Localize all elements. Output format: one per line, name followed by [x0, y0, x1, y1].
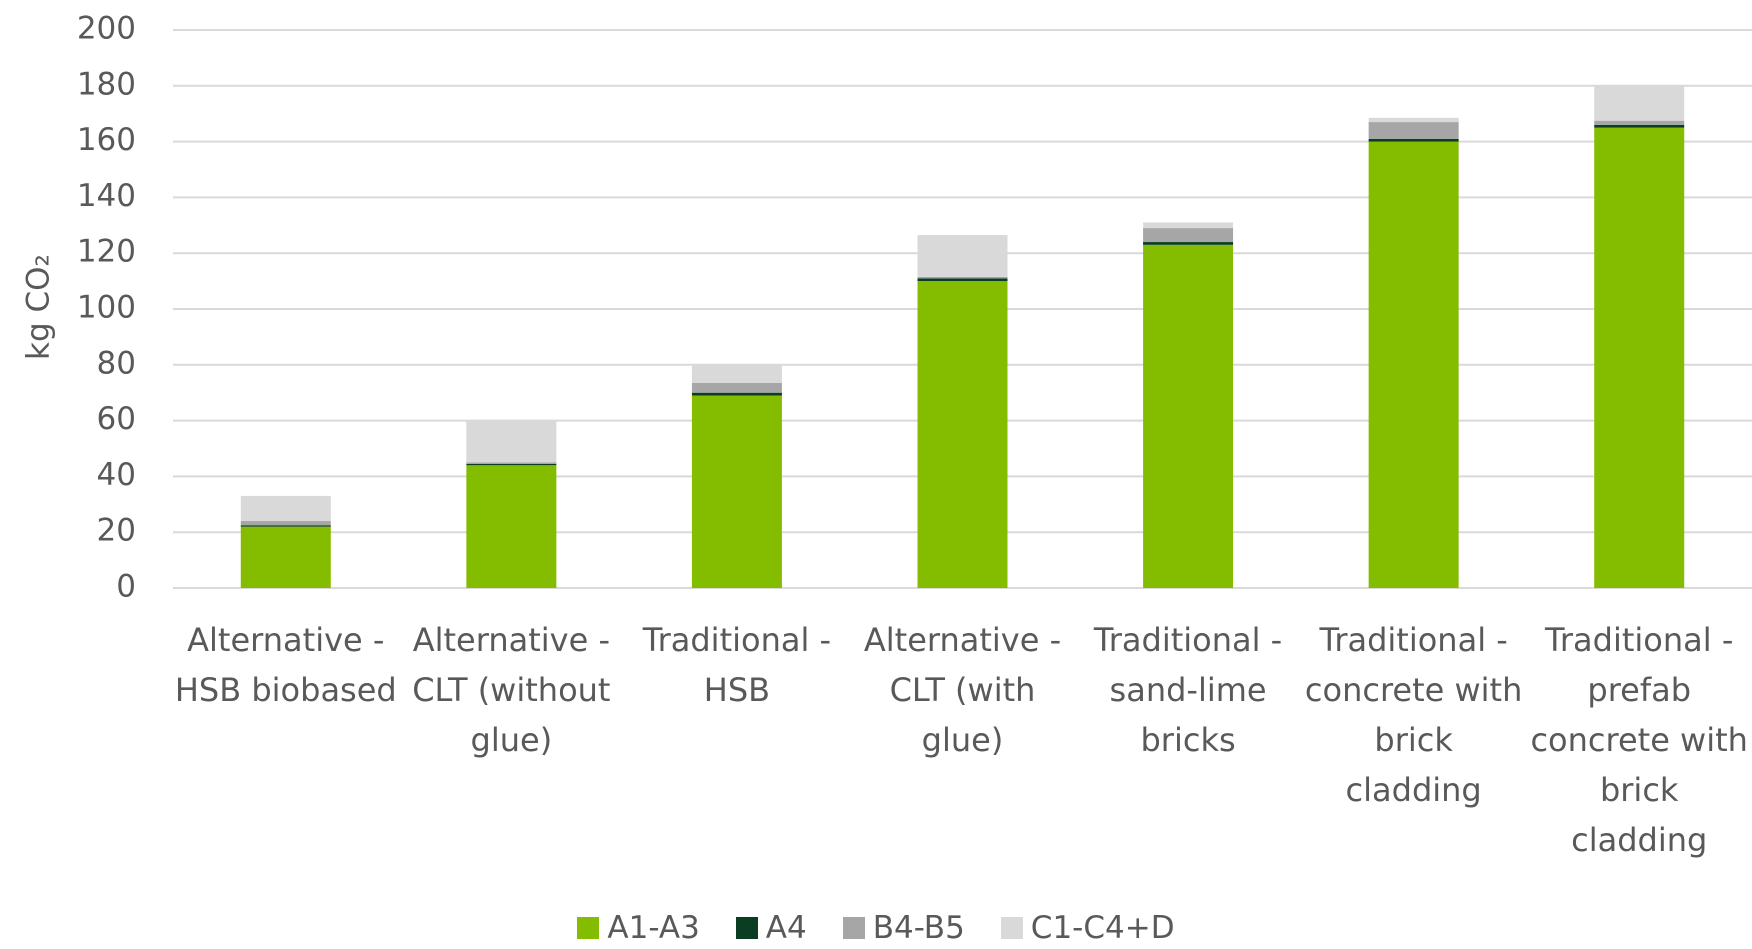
bar-segment [917, 235, 1008, 277]
bar-segment [1143, 242, 1234, 245]
bar-segment [240, 521, 331, 526]
y-tick-label: 80 [97, 345, 136, 381]
y-tick-label: 20 [97, 513, 136, 549]
y-tick-label: 160 [77, 122, 136, 158]
bar-segment [240, 526, 331, 588]
bar-segment [1594, 120, 1685, 125]
bar-segment [466, 462, 557, 464]
y-tick-label: 140 [77, 178, 136, 214]
legend-label: C1-C4+D [1030, 910, 1175, 946]
bar-segment [691, 382, 782, 393]
bar-segment [691, 395, 782, 588]
x-tick-label: Traditional - concrete with brick claddi… [1304, 621, 1523, 809]
bar-segment [917, 281, 1008, 588]
x-tick-label: Alternative - CLT (with glue) [863, 621, 1062, 759]
x-tick-label: Alternative - HSB biobased [174, 621, 397, 709]
legend-swatch [842, 917, 865, 939]
x-tick-label: Traditional - HSB [642, 621, 832, 709]
bar-segment [917, 276, 1008, 279]
bar-segment [466, 420, 557, 463]
bar-segment [1368, 141, 1459, 588]
bar-segment [691, 392, 782, 396]
bar-segment [1143, 244, 1234, 588]
y-tick-label: 0 [116, 569, 136, 605]
legend-label: A4 [765, 910, 807, 946]
legend: A1-A3 A4 B4-B5 C1-C4+D [0, 910, 1752, 946]
y-tick-label: 100 [77, 290, 136, 326]
legend-swatch [735, 917, 758, 939]
y-axis-label: kg CO₂ [21, 254, 57, 360]
bar-segment [466, 463, 557, 466]
bar-segment [466, 465, 557, 588]
y-tick-label: 120 [77, 234, 136, 270]
legend-swatch [577, 917, 600, 939]
legend-label: A1-A3 [607, 910, 700, 946]
y-tick-label: 60 [97, 401, 136, 437]
x-tick-label: Traditional - prefab concrete with brick… [1530, 621, 1748, 859]
y-tick-label: 200 [77, 11, 136, 47]
y-tick-label: 40 [97, 457, 136, 493]
legend-item: A4 [735, 910, 807, 946]
bar-segment [1368, 122, 1459, 139]
bar-segment [240, 495, 331, 522]
bar-segment [917, 278, 1008, 282]
bar-segment [1143, 222, 1234, 229]
x-tick-label: Traditional - sand-lime bricks [1093, 621, 1283, 759]
bar-segment [1143, 228, 1234, 243]
x-tick-label: Alternative - CLT (without glue) [412, 621, 611, 759]
legend-label: B4-B5 [872, 910, 965, 946]
bar-segment [691, 364, 782, 383]
legend-item: A1-A3 [577, 910, 700, 946]
legend-swatch [1000, 917, 1023, 939]
bar-segment [240, 525, 331, 527]
legend-item: C1-C4+D [1000, 910, 1175, 946]
bar-segment [1368, 138, 1459, 142]
y-tick-label: 180 [77, 66, 136, 102]
bar-segment [1594, 85, 1685, 121]
bar-segment [1594, 127, 1685, 589]
bar-segment [1368, 117, 1459, 123]
bar-segment [1594, 124, 1685, 128]
legend-item: B4-B5 [842, 910, 965, 946]
